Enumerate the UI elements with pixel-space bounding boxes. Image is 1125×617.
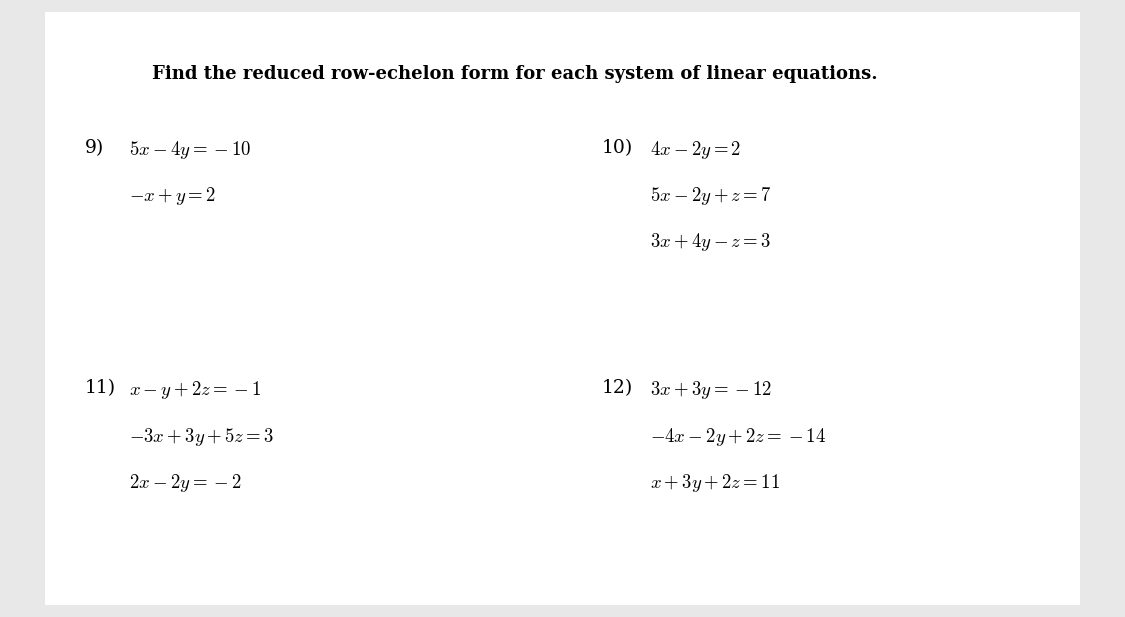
Text: $-4x - 2y + 2z = -14$: $-4x - 2y + 2z = -14$ [650,426,827,448]
Text: $x - y + 2z = -1$: $x - y + 2z = -1$ [129,379,262,402]
Text: $5x - 4y = -10$: $5x - 4y = -10$ [129,139,252,161]
Text: $2x - 2y = -2$: $2x - 2y = -2$ [129,472,242,494]
Text: $5x - 2y + z = 7$: $5x - 2y + z = 7$ [650,185,772,207]
Text: $-3x + 3y + 5z = 3$: $-3x + 3y + 5z = 3$ [129,426,274,448]
Text: Find the reduced row-echelon form for each system of linear equations.: Find the reduced row-echelon form for ea… [152,65,878,83]
Text: 11): 11) [84,379,116,397]
Text: $-x + y = 2$: $-x + y = 2$ [129,185,216,207]
Text: 12): 12) [602,379,633,397]
Text: 10): 10) [602,139,633,157]
Text: $3x + 4y - z = 3$: $3x + 4y - z = 3$ [650,231,772,254]
Text: $4x - 2y = 2$: $4x - 2y = 2$ [650,139,741,161]
Text: $3x + 3y = -12$: $3x + 3y = -12$ [650,379,772,402]
Text: $x + 3y + 2z = 11$: $x + 3y + 2z = 11$ [650,472,781,494]
Text: 9): 9) [84,139,104,157]
